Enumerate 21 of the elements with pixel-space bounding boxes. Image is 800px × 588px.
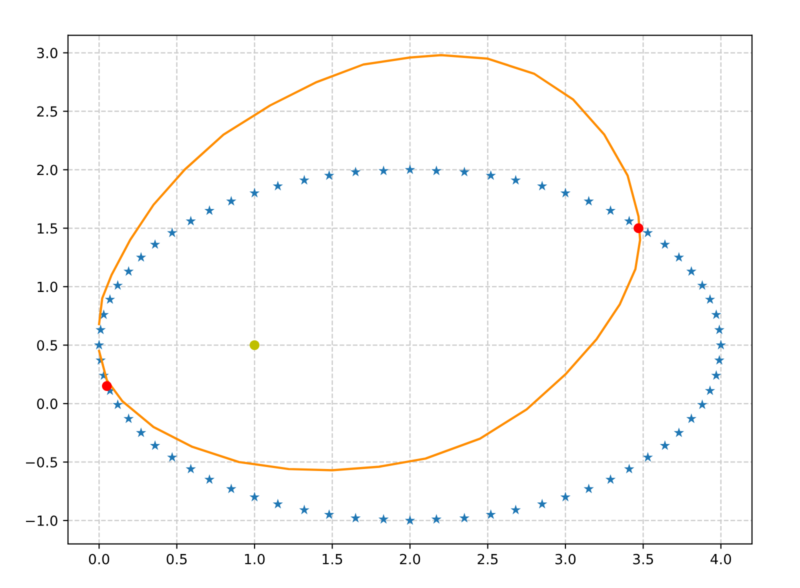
point [250,340,260,350]
point [102,381,112,391]
point [634,223,644,234]
x-tick-label: 1.5 [322,554,342,564]
y-tick-label: 1.5 [38,223,58,234]
x-tick-label: 2.5 [478,554,498,564]
y-tick-label: 2.5 [37,106,58,117]
x-tick-label: 2.0 [400,554,420,564]
x-tick-label: 3.5 [633,554,654,564]
x-tick-label: 1.0 [245,554,265,564]
y-tick-label: −1.0 [26,515,58,526]
y-tick-label: −0.5 [26,457,58,468]
y-tick-label: 0.5 [37,340,58,351]
x-tick-label: 0.5 [166,554,187,564]
y-tick-label: 1.0 [38,282,58,292]
x-tick-label: 3.0 [555,554,576,564]
x-tick-label: 0.0 [88,554,110,564]
y-tick-label: 2.0 [37,164,58,176]
y-tick-label: 0.0 [37,398,58,410]
x-tick-label: 4.0 [710,554,732,564]
y-tick-label: 3.0 [37,48,58,58]
